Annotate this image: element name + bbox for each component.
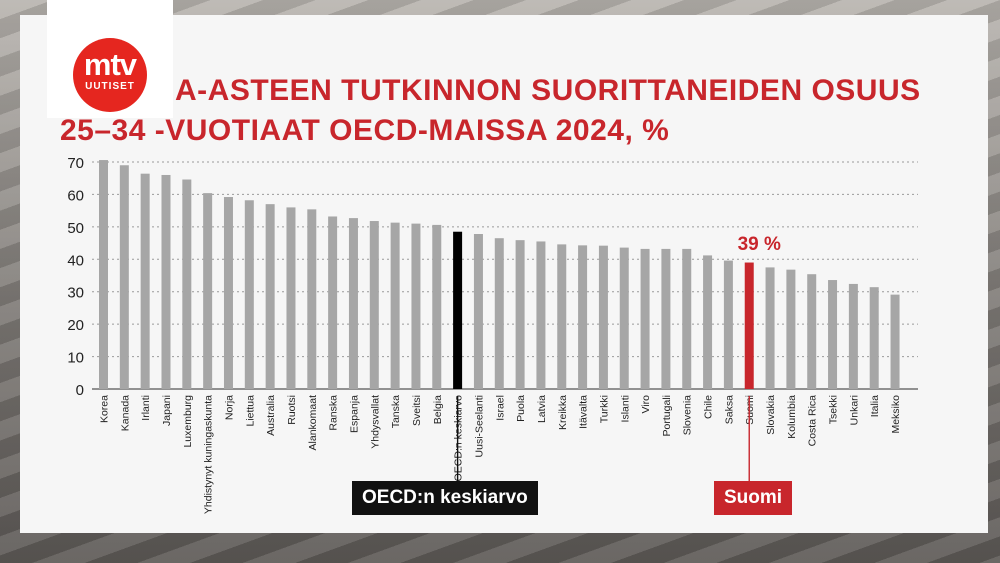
bar bbox=[869, 287, 879, 389]
finland-callout: Suomi bbox=[714, 481, 793, 515]
bar bbox=[161, 174, 171, 389]
x-tick-label: Meksiko bbox=[890, 395, 902, 434]
bar bbox=[411, 223, 421, 389]
bar bbox=[307, 209, 317, 389]
bar bbox=[578, 245, 588, 389]
x-tick-label: Liettua bbox=[244, 395, 256, 427]
x-tick-label: Israel bbox=[494, 395, 506, 421]
finland-value-label: 39 % bbox=[738, 234, 781, 255]
y-tick-label: 30 bbox=[67, 285, 84, 302]
bar bbox=[619, 247, 629, 389]
x-tick-label: Yhdistynyt kuningaskunta bbox=[203, 395, 215, 514]
x-tick-label: Slovenia bbox=[682, 395, 694, 435]
bar bbox=[848, 283, 858, 389]
bar bbox=[223, 197, 233, 389]
y-tick-label: 20 bbox=[67, 317, 84, 334]
bar bbox=[203, 193, 213, 389]
bar bbox=[807, 274, 817, 389]
bar bbox=[390, 222, 400, 389]
x-tick-label: Tsekki bbox=[828, 395, 840, 424]
x-tick-label: Luxemburg bbox=[182, 395, 194, 448]
bar bbox=[536, 241, 546, 389]
bar-oecd-average bbox=[453, 231, 463, 389]
bar bbox=[828, 280, 838, 389]
x-tick-label: Tanska bbox=[390, 395, 402, 428]
bar bbox=[348, 218, 358, 389]
bar bbox=[244, 200, 254, 389]
bar-finland bbox=[744, 262, 754, 389]
x-tick-label: Uusi-Seelanti bbox=[473, 395, 485, 457]
x-tick-label: Viro bbox=[640, 395, 652, 414]
x-tick-label: Costa Rica bbox=[807, 395, 819, 447]
bar bbox=[473, 233, 483, 389]
x-tick-label: Alankomaat bbox=[307, 395, 319, 451]
x-tick-label: Puola bbox=[515, 395, 527, 422]
x-tick-label: Latvia bbox=[536, 395, 548, 423]
x-tick-label: Japani bbox=[161, 395, 173, 426]
bar bbox=[661, 248, 671, 389]
x-tick-label: Korea bbox=[99, 395, 111, 423]
bar bbox=[890, 294, 900, 389]
oecd-average-callout: OECD:n keskiarvo bbox=[352, 481, 538, 515]
x-tick-label: Irlanti bbox=[140, 395, 152, 421]
bar bbox=[182, 179, 192, 389]
x-tick-label: Islanti bbox=[619, 395, 631, 422]
x-tick-label: Australia bbox=[265, 395, 277, 436]
logo-text-main: mtv bbox=[83, 47, 137, 82]
y-tick-label: 70 bbox=[67, 155, 84, 172]
bar bbox=[598, 245, 608, 389]
x-tick-label: Itävalta bbox=[578, 395, 590, 429]
bar bbox=[369, 221, 379, 389]
bar bbox=[99, 160, 108, 389]
x-tick-label: Turkki bbox=[598, 395, 610, 423]
bar bbox=[703, 255, 713, 389]
x-tick-label: Slovakia bbox=[765, 395, 777, 435]
chart-card bbox=[20, 15, 988, 533]
x-tick-label: Saksa bbox=[723, 395, 735, 424]
y-tick-label: 40 bbox=[67, 252, 84, 269]
bar bbox=[494, 238, 504, 389]
bar bbox=[765, 267, 775, 389]
x-tick-label: Kolumbia bbox=[786, 395, 798, 439]
mtv-logo: mtv UUTISET bbox=[73, 38, 147, 112]
bar bbox=[640, 248, 650, 389]
x-tick-label: Ranska bbox=[328, 395, 340, 431]
chart-title-line-1: A-ASTEEN TUTKINNON SUORITTANEIDEN OSUUS bbox=[175, 74, 921, 107]
x-tick-label: Norja bbox=[223, 395, 235, 420]
bar bbox=[265, 204, 275, 389]
x-tick-label: Kreikka bbox=[557, 395, 569, 430]
x-tick-label: Belgia bbox=[432, 395, 444, 424]
x-tick-label: Portugali bbox=[661, 395, 673, 436]
x-tick-label: Kanada bbox=[119, 395, 131, 431]
x-tick-label: OECD:n keskiarvo bbox=[453, 395, 465, 482]
y-tick-label: 60 bbox=[67, 187, 84, 204]
bar bbox=[119, 165, 129, 389]
bar bbox=[723, 260, 733, 389]
bar bbox=[140, 173, 150, 389]
x-tick-label: Espanja bbox=[348, 395, 360, 433]
x-tick-label: Chile bbox=[703, 395, 715, 419]
bar bbox=[432, 224, 442, 389]
chart-title-line-2: 25–34 -VUOTIAAT OECD-MAISSA 2024, % bbox=[60, 114, 670, 147]
x-tick-label: Suomi bbox=[744, 395, 756, 425]
bar bbox=[286, 207, 296, 389]
bar bbox=[328, 216, 338, 389]
bar bbox=[557, 244, 567, 389]
x-tick-label: Yhdysvallat bbox=[369, 395, 381, 449]
bar bbox=[786, 269, 796, 389]
y-tick-label: 50 bbox=[67, 220, 84, 237]
bar bbox=[515, 240, 525, 389]
x-tick-label: Sveitsi bbox=[411, 395, 423, 426]
logo-text-sub: UUTISET bbox=[85, 81, 135, 92]
y-tick-label: 10 bbox=[67, 350, 84, 367]
y-tick-label: 0 bbox=[76, 382, 84, 399]
x-tick-label: Unkari bbox=[848, 395, 860, 425]
x-tick-label: Italia bbox=[869, 395, 881, 417]
x-tick-label: Ruotsi bbox=[286, 395, 298, 425]
bar bbox=[682, 248, 692, 389]
